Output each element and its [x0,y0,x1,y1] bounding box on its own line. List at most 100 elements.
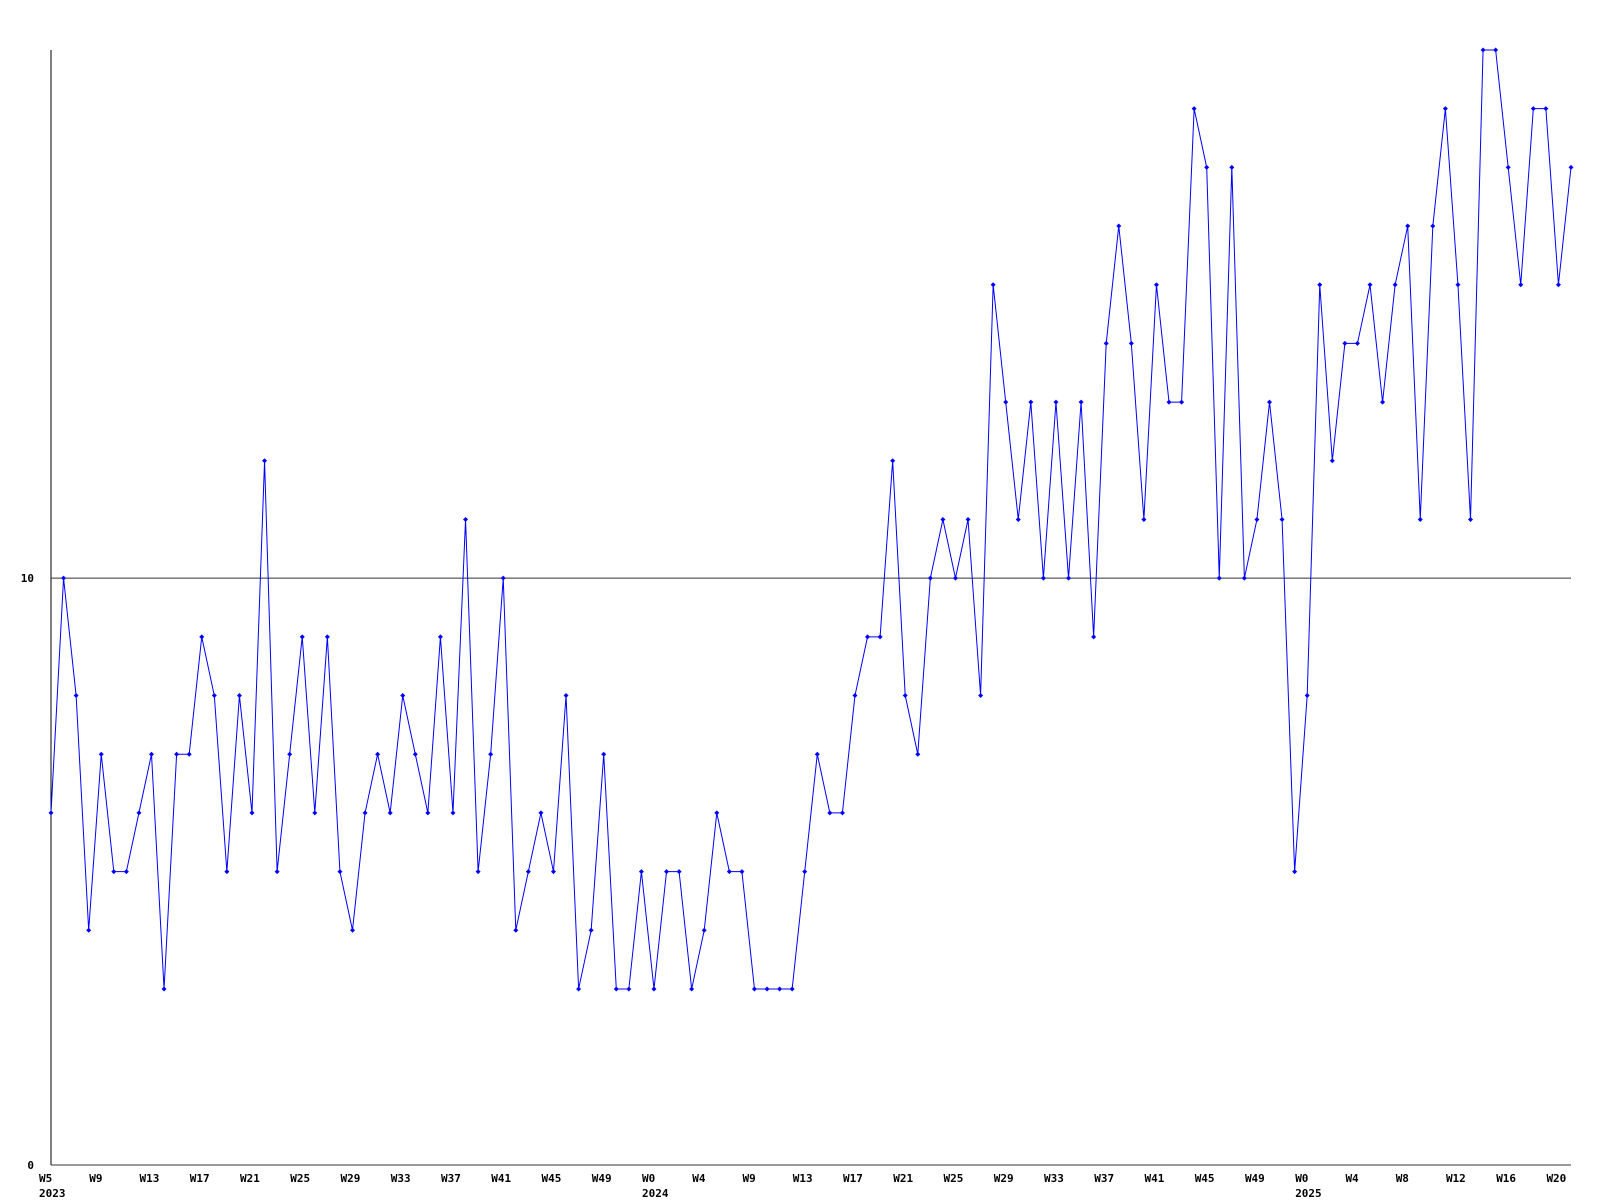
data-point [123,869,129,875]
data-point [437,634,443,640]
data-point [287,751,293,757]
data-point [1455,282,1461,288]
x-tick-label: W29 [340,1172,360,1185]
data-point [626,986,632,992]
data-line [50,49,1572,990]
x-tick-label: W45 [541,1172,561,1185]
data-point [726,869,732,875]
data-point [952,575,958,581]
data-point [1530,106,1536,112]
x-tick-label: W41 [491,1172,511,1185]
data-point [400,693,406,699]
data-point [211,693,217,699]
data-point [1191,106,1197,112]
x-tick-label: W17 [843,1172,863,1185]
data-point [865,634,871,640]
x-tick-label: W16 [1496,1172,1516,1185]
data-point [613,986,619,992]
data-point [1040,575,1046,581]
x-year-label: 2023 [39,1187,66,1200]
x-tick-label: W33 [391,1172,411,1185]
data-point [224,869,230,875]
data-point [990,282,996,288]
data-point [1543,106,1549,112]
data-point [324,634,330,640]
data-point [1128,340,1134,346]
y-tick-label: 0 [27,1159,34,1172]
data-point [764,986,770,992]
data-point [1254,516,1260,522]
x-tick-label: W25 [943,1172,963,1185]
data-point [337,869,343,875]
data-point [927,575,933,581]
data-point [73,693,79,699]
data-point [174,751,180,757]
x-year-label: 2024 [642,1187,669,1200]
data-point [1166,399,1172,405]
data-point [814,751,820,757]
data-point [714,810,720,816]
data-point [739,869,745,875]
data-point [538,810,544,816]
data-point [1179,399,1185,405]
x-tick-label: W12 [1446,1172,1466,1185]
x-tick-label: W21 [240,1172,260,1185]
data-point [362,810,368,816]
data-point [1568,164,1574,170]
x-tick-label: W0 [1295,1172,1308,1185]
data-point [1204,164,1210,170]
x-tick-label: W21 [893,1172,913,1185]
x-tick-label: W13 [139,1172,159,1185]
data-point [1555,282,1561,288]
x-tick-label: W4 [692,1172,706,1185]
data-point [299,634,305,640]
data-point [651,986,657,992]
x-tick-label: W45 [1195,1172,1215,1185]
data-point [588,927,594,933]
data-point [1279,516,1285,522]
data-point [1103,340,1109,346]
data-point [136,810,142,816]
x-tick-label: W37 [1094,1172,1114,1185]
data-point [1480,47,1486,53]
data-point [1003,399,1009,405]
data-point [1405,223,1411,229]
data-point [940,516,946,522]
data-point [1292,869,1298,875]
data-point [463,516,469,522]
data-point [1417,516,1423,522]
data-point [1329,458,1335,464]
data-point [1141,516,1147,522]
data-point [676,869,682,875]
data-point [1430,223,1436,229]
data-point [312,810,318,816]
data-point [601,751,607,757]
data-point [412,751,418,757]
data-point [664,869,670,875]
data-point [701,927,707,933]
data-point [48,810,54,816]
data-point [375,751,381,757]
data-point [1015,516,1021,522]
data-point [1267,399,1273,405]
data-point [161,986,167,992]
data-point [349,927,355,933]
x-tick-label: W9 [742,1172,755,1185]
x-tick-label: W13 [793,1172,813,1185]
data-point [1468,516,1474,522]
data-point [689,986,695,992]
x-tick-label: W8 [1396,1172,1409,1185]
x-tick-label: W33 [1044,1172,1064,1185]
data-point [1367,282,1373,288]
x-tick-label: W9 [89,1172,102,1185]
data-point [902,693,908,699]
data-point [262,458,268,464]
data-point [751,986,757,992]
data-point [450,810,456,816]
y-tick-label: 10 [21,572,34,585]
x-tick-label: W49 [592,1172,612,1185]
data-point [199,634,205,640]
x-tick-label: W29 [994,1172,1014,1185]
data-point [1066,575,1072,581]
data-point [1091,634,1097,640]
